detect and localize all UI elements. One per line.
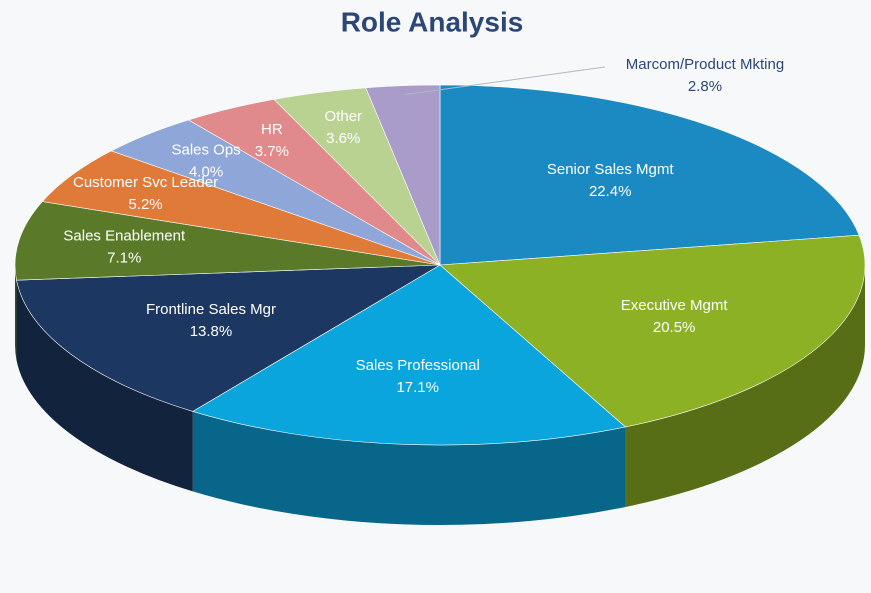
slice [192,264,627,446]
slice-value-label: 22.4% [589,183,632,200]
slice-value-label: 17.1% [396,379,439,396]
slice-label: Sales Enablement [63,227,186,244]
slice-label: Sales Professional [356,357,480,374]
slice-value-label: 3.6% [326,130,360,147]
slice-value-label: 13.8% [190,323,233,340]
slice-label: Sales Ops [171,141,240,158]
slice-side [625,265,865,507]
slice-side [16,280,193,492]
slice [41,150,441,266]
slice-side [192,411,626,525]
slice-value-label: 5.2% [128,196,162,213]
slice-label: HR [261,121,283,138]
slice-value-label: 2.8% [688,78,722,95]
slice-value-label: 20.5% [653,319,696,336]
slice-value-label: 3.7% [255,143,289,160]
leader-line [404,66,606,96]
slice [14,201,441,281]
slice-label: Other [325,108,363,125]
slice [439,234,866,428]
slice-label: Customer Svc Leader [73,174,218,191]
slice-value-label: 4.0% [189,163,223,180]
chart-title: Role Analysis [341,6,524,37]
slice [365,84,441,266]
slice-label: Executive Mgmt [621,297,729,314]
slice-label: Senior Sales Mgmt [547,161,675,178]
slice [439,84,860,266]
slice [16,264,441,412]
slice-label: Marcom/Product Mkting [626,56,784,73]
slice-label: Frontline Sales Mgr [146,301,276,318]
slice-side [15,265,17,361]
slice-value-label: 7.1% [107,249,141,266]
